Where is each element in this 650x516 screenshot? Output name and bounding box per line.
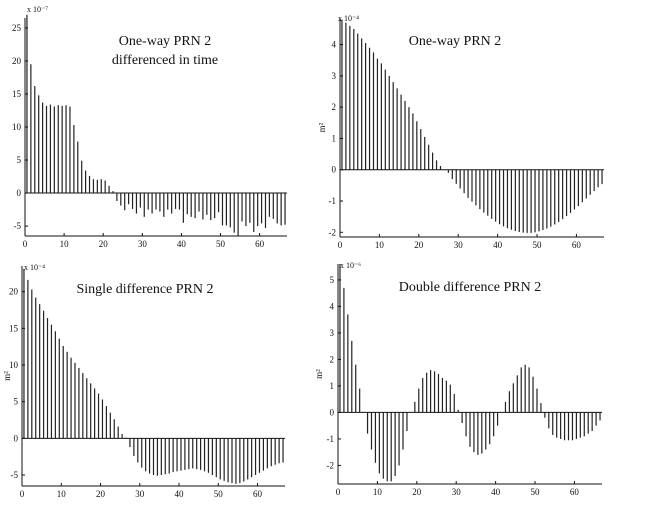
chart-title: Double difference PRN 2 <box>399 280 541 295</box>
x-tick-label: 30 <box>454 240 464 250</box>
y-tick-label: -5 <box>11 470 19 480</box>
y-tick-label: 0 <box>332 165 337 175</box>
x-tick-label: 40 <box>177 239 187 249</box>
y-tick-label: 0 <box>14 433 19 443</box>
y-tick-label: 2 <box>332 102 337 112</box>
x-tick-label: 0 <box>20 489 25 499</box>
chart-title: One-way PRN 2 <box>409 34 502 49</box>
x-tick-label: 60 <box>253 489 263 499</box>
y-axis-label: m² <box>2 371 12 381</box>
x-tick-label: 20 <box>96 489 106 499</box>
chart-panel-4: 0 10 20 30 40 50 60 -2 -1 0 1 2 3 4 5 x 10⁻⁶ m² Double di… <box>314 261 602 497</box>
y-tick-label: 20 <box>9 287 19 297</box>
y-tick-label: 1 <box>332 133 337 143</box>
x-tick-label: 20 <box>414 240 424 250</box>
x-tick-label: 50 <box>531 487 541 497</box>
chart-subtitle: differenced in time <box>112 53 218 68</box>
y-tick-label: 5 <box>330 275 335 285</box>
chart-title: One-way PRN 2 <box>119 34 212 49</box>
x-tick-label: 40 <box>175 489 185 499</box>
x-tick-label: 0 <box>23 239 28 249</box>
y-tick-label: 3 <box>330 328 335 338</box>
y-tick-label: 10 <box>12 122 22 132</box>
y-tick-label: 10 <box>9 360 19 370</box>
y-tick-label: 5 <box>14 397 19 407</box>
x-tick-label: 30 <box>135 489 145 499</box>
x-tick-label: 60 <box>255 239 265 249</box>
y-tick-label: 15 <box>12 89 22 99</box>
axis-exponent: x 10⁻⁴ <box>338 14 359 23</box>
x-tick-label: 30 <box>452 487 462 497</box>
y-tick-label: 5 <box>17 155 22 165</box>
y-tick-label: 4 <box>332 40 337 50</box>
x-tick-label: 20 <box>99 239 109 249</box>
y-tick-label: -1 <box>329 196 337 206</box>
x-tick-label: 10 <box>373 487 383 497</box>
y-axis-label: m² <box>317 122 327 132</box>
x-tick-label: 30 <box>138 239 148 249</box>
x-tick-label: 10 <box>375 240 385 250</box>
y-tick-label: 0 <box>330 407 335 417</box>
x-tick-label: 60 <box>570 487 580 497</box>
y-axis-label: m² <box>314 369 324 379</box>
x-tick-label: 50 <box>533 240 543 250</box>
y-tick-label: 25 <box>12 23 22 33</box>
y-tick-label: -5 <box>14 221 22 231</box>
x-tick-label: 0 <box>336 487 341 497</box>
y-tick-label: 1 <box>330 381 335 391</box>
y-tick-label: 20 <box>12 56 22 66</box>
x-tick-label: 40 <box>491 487 501 497</box>
x-tick-label: 10 <box>57 489 67 499</box>
axis-exponent: x 10⁻⁶ <box>340 261 361 270</box>
x-tick-label: 50 <box>216 239 226 249</box>
x-tick-label: 60 <box>572 240 582 250</box>
y-tick-label: 15 <box>9 323 19 333</box>
x-tick-label: 20 <box>412 487 422 497</box>
x-tick-label: 10 <box>60 239 70 249</box>
y-tick-label: -1 <box>327 434 335 444</box>
y-tick-label: -2 <box>329 227 337 237</box>
axis-exponent: x 10⁻⁷ <box>27 5 48 14</box>
y-tick-label: 3 <box>332 71 337 81</box>
axis-exponent: x 10⁻⁴ <box>24 263 45 272</box>
chart-panel-2: 0 10 20 30 40 50 60 -2 -1 0 1 2 3 4 x 10⁻⁴ m² One-way PR… <box>317 14 604 250</box>
chart-title: Single difference PRN 2 <box>77 282 214 297</box>
y-tick-label: 0 <box>17 188 22 198</box>
y-tick-label: -2 <box>327 460 335 470</box>
x-tick-label: 40 <box>493 240 503 250</box>
y-tick-label: 2 <box>330 354 335 364</box>
x-tick-label: 0 <box>338 240 343 250</box>
x-tick-label: 50 <box>214 489 224 499</box>
y-tick-label: 4 <box>330 301 335 311</box>
